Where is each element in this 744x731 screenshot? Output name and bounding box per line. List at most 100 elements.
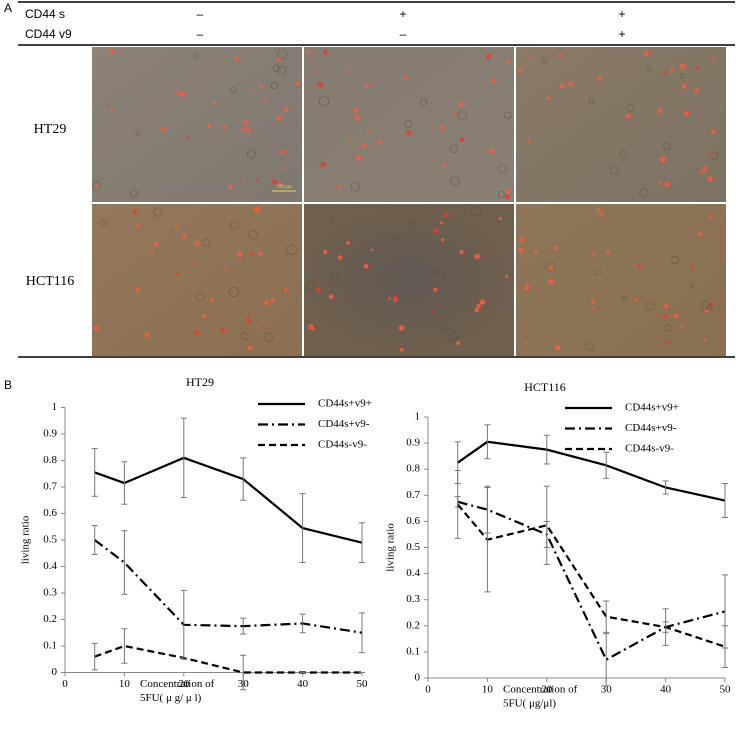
cell-dot [194, 240, 200, 246]
row-label: CD44 s [25, 7, 65, 21]
cell-dot [529, 56, 533, 59]
y-tick-label: 0 [52, 666, 58, 678]
cell-outline [248, 229, 258, 240]
cell-outline [542, 58, 548, 64]
cell-outline [442, 272, 447, 278]
cell-dot [695, 66, 699, 70]
micrograph [516, 204, 726, 356]
error-bar [91, 524, 98, 556]
x-tick-label: 50 [357, 678, 369, 690]
cell-dot [669, 68, 674, 72]
error-bar [484, 486, 491, 593]
cell-outline [350, 182, 360, 192]
cell-dot [272, 179, 278, 185]
cell-dot [263, 98, 267, 102]
cell-dot [247, 345, 252, 351]
cell-dot [596, 207, 601, 212]
cell-dot [667, 341, 671, 345]
cell-outline [610, 165, 620, 175]
cell-dot [370, 248, 374, 252]
cell-line-label: HCT116 [26, 274, 74, 289]
cell-outline [330, 273, 338, 281]
y-tick-label: 0.9 [43, 428, 57, 440]
cell-dot [209, 297, 214, 302]
error-bar [240, 457, 247, 501]
cell-outline [450, 176, 461, 186]
cell-dot [176, 272, 179, 276]
panel-label: B [4, 378, 12, 392]
cell-dot [276, 115, 282, 121]
cell-dot [431, 310, 435, 314]
cell-dot [160, 126, 166, 132]
cell-dot [110, 109, 114, 113]
y-tick-label: 0.1 [43, 640, 57, 652]
cell-dot [346, 240, 350, 245]
x-tick-label: 10 [119, 678, 131, 690]
cell-dot [683, 110, 689, 117]
data-line [456, 503, 726, 648]
error-bar [662, 480, 669, 495]
row-label: CD44 v9 [25, 27, 72, 41]
cell-dot [320, 162, 326, 168]
cell-dot [246, 314, 251, 319]
cell-outline [409, 222, 416, 229]
x-tick-label: 30 [601, 684, 613, 696]
row-value: – [197, 7, 204, 21]
cell-dot [242, 178, 245, 182]
cell-outline [619, 150, 627, 158]
cell-dot [323, 249, 328, 255]
cell-dot [179, 91, 186, 98]
cell-dot [194, 330, 200, 336]
cell-dot [135, 287, 140, 291]
cell-dot [363, 263, 369, 269]
data-line [457, 500, 726, 662]
cell-dot [559, 83, 565, 89]
legend-label: CD44s+v9- [625, 422, 677, 434]
y-tick-label: 0.4 [406, 567, 420, 579]
cell-dot [694, 88, 699, 94]
cell-dot [663, 72, 667, 76]
error-bar [543, 485, 550, 565]
cell-dot [264, 300, 270, 306]
cell-dot [270, 298, 275, 303]
legend-label: CD44s+v9+ [625, 402, 679, 414]
cell-outline [442, 326, 449, 333]
cell-dot [406, 130, 411, 136]
cell-outline [498, 164, 507, 174]
cell-dot [280, 168, 284, 172]
cell-outline [679, 73, 685, 79]
y-axis-label: living ratio [20, 515, 32, 564]
y-tick-label: 0.2 [406, 619, 420, 631]
y-tick-label: 0.6 [43, 507, 57, 519]
y-tick-label: 0.8 [406, 463, 420, 475]
cell-dot [249, 251, 254, 256]
cell-dot [248, 90, 251, 93]
micrograph [516, 47, 726, 202]
panel-label: A [4, 1, 12, 15]
cell-outline [246, 149, 256, 159]
cell-dot [534, 249, 538, 254]
cell-dot [452, 111, 457, 115]
cell-outline [194, 53, 200, 59]
y-tick-label: 0.4 [43, 560, 57, 572]
x-tick-label: 40 [297, 678, 309, 690]
cell-dot [399, 347, 404, 352]
cell-dot [202, 314, 207, 319]
cell-dot [220, 328, 226, 334]
cell-dot [308, 324, 314, 330]
cell-dot [322, 50, 328, 55]
cell-outline [457, 110, 468, 121]
cell-dot [306, 50, 311, 54]
cell-outline [626, 104, 634, 112]
cell-outline [545, 261, 555, 272]
cell-dot [519, 237, 524, 242]
x-axis-label: Concentration of [503, 684, 578, 696]
cell-dot [364, 83, 370, 88]
data-line [94, 539, 363, 634]
row-value: + [618, 7, 625, 21]
cell-dot [592, 307, 595, 311]
cell-dot [254, 206, 260, 213]
x-tick-label: 10 [482, 684, 494, 696]
legend-label: CD44s-v9- [625, 443, 674, 455]
